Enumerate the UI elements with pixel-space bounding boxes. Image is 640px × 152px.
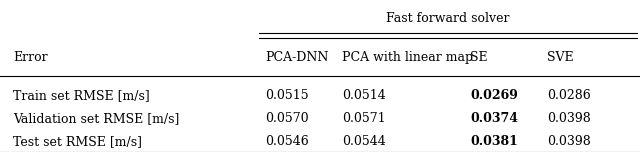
Text: Error: Error bbox=[13, 51, 47, 64]
Text: 0.0514: 0.0514 bbox=[342, 89, 386, 102]
Text: SE: SE bbox=[470, 51, 488, 64]
Point bbox=[255, 37, 263, 39]
Text: 0.0398: 0.0398 bbox=[547, 112, 591, 125]
Text: 0.0381: 0.0381 bbox=[470, 135, 518, 148]
Text: 0.0374: 0.0374 bbox=[470, 112, 518, 125]
Text: 0.0269: 0.0269 bbox=[470, 89, 518, 102]
Text: 0.0286: 0.0286 bbox=[547, 89, 591, 102]
Text: 0.0546: 0.0546 bbox=[266, 135, 309, 148]
Text: Validation set RMSE [m/s]: Validation set RMSE [m/s] bbox=[13, 112, 179, 125]
Text: 0.0570: 0.0570 bbox=[266, 112, 309, 125]
Point bbox=[633, 33, 640, 34]
Text: 0.0571: 0.0571 bbox=[342, 112, 386, 125]
Text: 0.0544: 0.0544 bbox=[342, 135, 386, 148]
Text: SVE: SVE bbox=[547, 51, 574, 64]
Text: 0.0515: 0.0515 bbox=[266, 89, 309, 102]
Text: PCA-DNN: PCA-DNN bbox=[266, 51, 329, 64]
Text: Fast forward solver: Fast forward solver bbox=[387, 12, 509, 25]
Point bbox=[633, 37, 640, 39]
Point bbox=[255, 33, 263, 34]
Text: PCA with linear map: PCA with linear map bbox=[342, 51, 474, 64]
Text: Train set RMSE [m/s]: Train set RMSE [m/s] bbox=[13, 89, 150, 102]
Text: 0.0398: 0.0398 bbox=[547, 135, 591, 148]
Text: Test set RMSE [m/s]: Test set RMSE [m/s] bbox=[13, 135, 142, 148]
